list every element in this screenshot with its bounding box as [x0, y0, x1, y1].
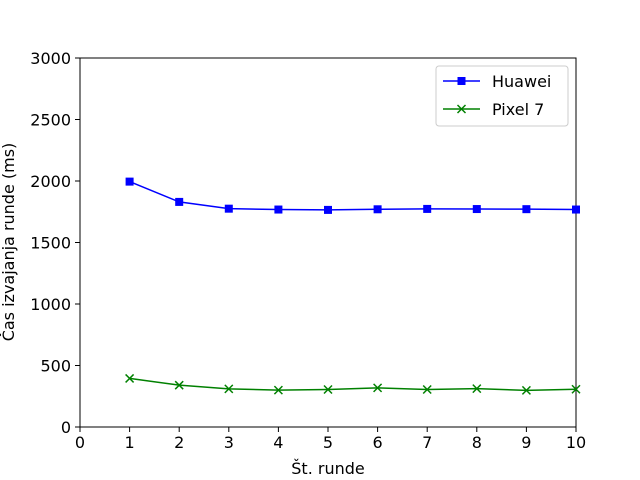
x-axis-label: Št. runde [291, 459, 364, 478]
legend-item-huawei: Huawei [443, 72, 551, 91]
y-axis-label: Čas izvajanja runde (ms) [0, 143, 18, 342]
x-tick-label: 3 [224, 433, 234, 452]
x-tick-label: 7 [422, 433, 432, 452]
legend-marker [456, 104, 467, 114]
x-axis: 0 1 2 3 4 5 6 7 8 9 10 [75, 427, 586, 452]
data-point-pixel-7 [571, 384, 581, 394]
legend-item-pixel-7: Pixel 7 [443, 100, 544, 119]
x-tick-label: 4 [273, 433, 283, 452]
x-tick-label: 8 [472, 433, 482, 452]
data-point-huawei [324, 205, 332, 214]
legend-label: Huawei [492, 72, 551, 91]
legend-label: Pixel 7 [492, 100, 544, 119]
series-line-huawei [129, 180, 577, 211]
y-tick-label: 1500 [30, 234, 71, 253]
series-layer [125, 177, 581, 395]
x-tick-label: 2 [174, 433, 184, 452]
data-point-huawei [274, 205, 283, 214]
y-tick-label: 1000 [30, 295, 71, 314]
data-point-pixel-7 [224, 384, 234, 394]
data-point-huawei [125, 177, 134, 186]
x-tick-label: 0 [75, 433, 85, 452]
x-tick-label: 10 [566, 433, 586, 452]
y-tick-label: 0 [61, 418, 71, 437]
series-pixel-7 [125, 373, 581, 395]
legend-marker [457, 77, 466, 85]
data-point-pixel-7 [472, 384, 482, 394]
data-point-pixel-7 [125, 373, 135, 383]
data-point-pixel-7 [521, 385, 531, 395]
data-point-huawei [224, 204, 233, 213]
y-tick-label: 2500 [30, 111, 71, 130]
x-tick-label: 5 [323, 433, 333, 452]
y-tick-label: 2000 [30, 172, 71, 191]
data-point-huawei [572, 205, 580, 214]
x-tick-label: 9 [521, 433, 531, 452]
series-huawei [125, 177, 580, 214]
series-line-pixel-7 [129, 377, 577, 392]
data-point-pixel-7 [373, 383, 383, 393]
data-point-huawei [423, 204, 432, 213]
data-point-huawei [175, 197, 184, 206]
data-point-huawei [522, 205, 531, 214]
data-point-pixel-7 [323, 384, 333, 395]
data-point-pixel-7 [273, 385, 283, 395]
data-point-huawei [472, 205, 481, 214]
y-tick-label: 3000 [30, 49, 71, 68]
x-tick-label: 1 [125, 433, 135, 452]
y-axis: 0 500 1000 1500 2000 2500 3000 [30, 49, 80, 437]
data-point-pixel-7 [422, 384, 432, 395]
legend: Huawei Pixel 7 [435, 65, 569, 127]
data-point-huawei [373, 205, 382, 214]
y-tick-label: 500 [40, 357, 71, 376]
x-tick-label: 6 [373, 433, 383, 452]
data-point-pixel-7 [174, 380, 184, 390]
